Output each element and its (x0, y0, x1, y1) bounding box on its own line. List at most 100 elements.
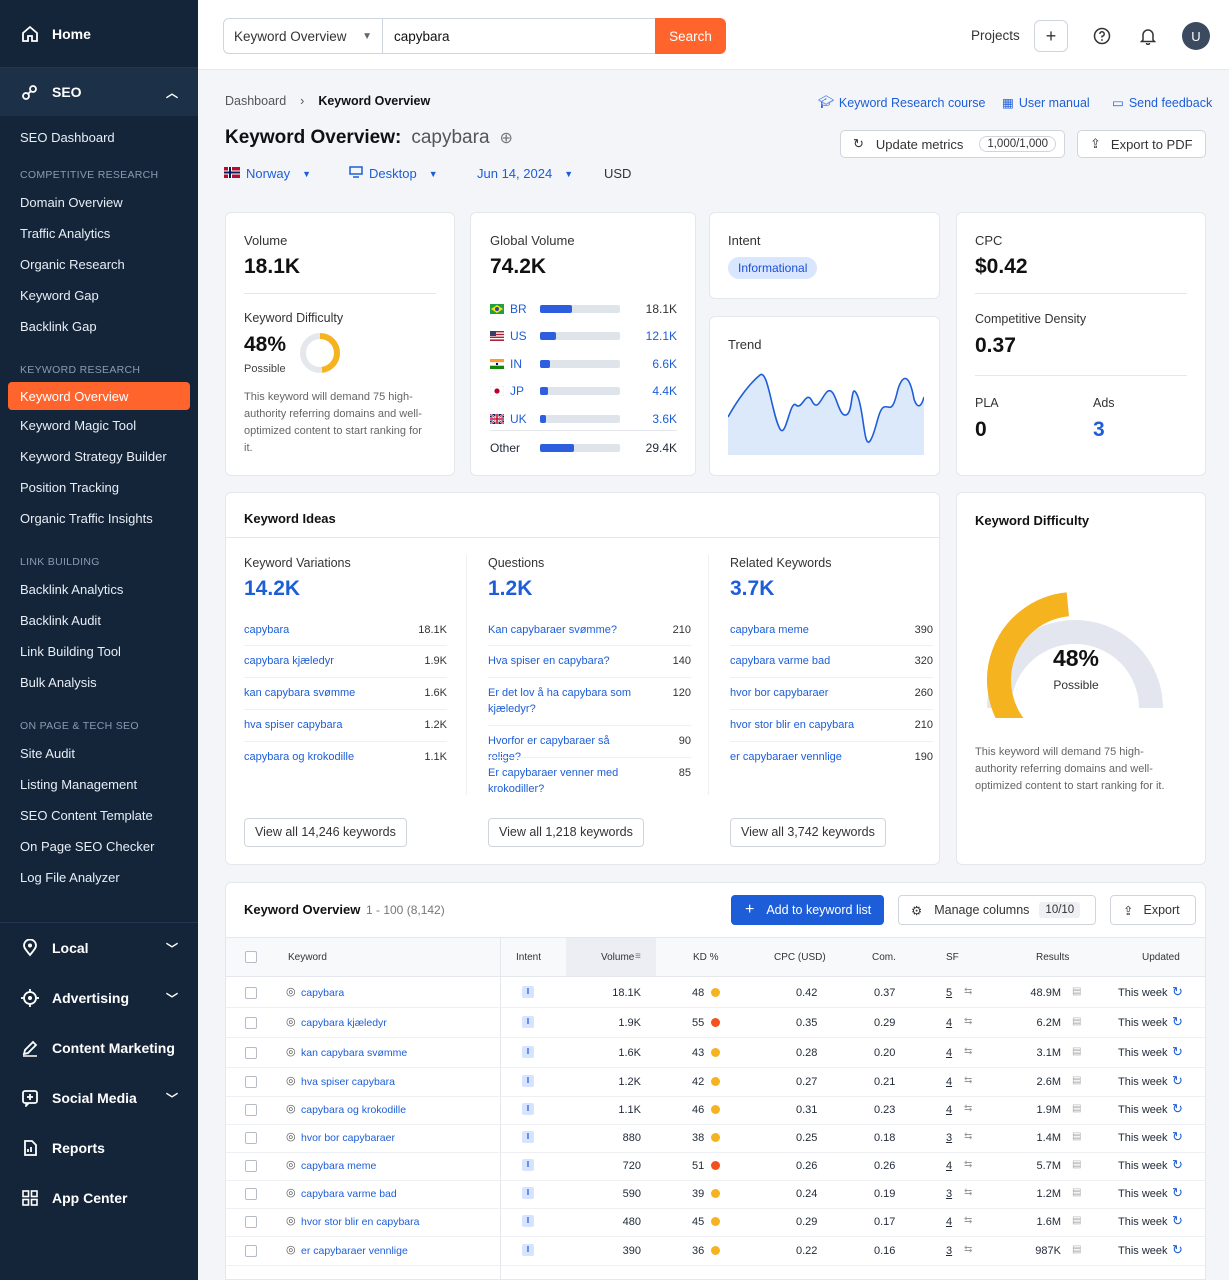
tool-select[interactable]: Keyword Overview ▼ (223, 18, 383, 54)
sidebar-main-local[interactable]: Local ﹀ (0, 923, 198, 973)
table-row[interactable]: ◎ hva spiser capybara I 1.2K 42 0.27 0.21 4 ⇆ 2.6… (226, 1067, 1205, 1097)
ideas-column-total[interactable]: 3.7K (730, 577, 775, 600)
sidebar-item-bulk-analysis[interactable]: Bulk Analysis (20, 675, 97, 690)
device-filter[interactable]: Desktop ▼ (349, 166, 438, 181)
country-volume-value[interactable]: 6.6K (652, 356, 677, 371)
add-to-keyword-list-button[interactable]: + Add to keyword list (731, 895, 884, 925)
row-checkbox[interactable] (245, 1245, 257, 1257)
row-checkbox[interactable] (245, 1104, 257, 1116)
bell-icon[interactable] (1138, 26, 1158, 46)
row-sf[interactable]: 3 (946, 1188, 953, 1200)
search-button[interactable]: Search (655, 18, 726, 54)
refresh-icon[interactable]: ↻ (1172, 1185, 1183, 1200)
sidebar-item-traffic-analytics[interactable]: Traffic Analytics (20, 226, 111, 241)
refresh-icon[interactable]: ↻ (1172, 1129, 1183, 1144)
sidebar-main-advertising[interactable]: Advertising ﹀ (0, 973, 198, 1023)
sort-icon[interactable]: ≡ (635, 951, 641, 962)
row-sf[interactable]: 4 (946, 1160, 953, 1172)
header-com[interactable]: Com. (872, 952, 896, 963)
view-all-button[interactable]: View all 14,246 keywords (244, 818, 407, 847)
ideas-row-keyword[interactable]: kan capybara svømme (244, 687, 356, 699)
table-row[interactable]: ◎ capybara I 18.1K 48 0.42 0.37 5 ⇆ 48.9M ▤ This we… (226, 978, 1205, 1008)
row-checkbox[interactable] (245, 1216, 257, 1228)
sidebar-item-organic-traffic-insights[interactable]: Organic Traffic Insights (20, 511, 153, 526)
manage-columns-button[interactable]: ⚙ Manage columns 10/10 (898, 895, 1096, 925)
ideas-row-keyword[interactable]: hvor bor capybaraer (730, 687, 829, 699)
add-project-button[interactable]: + (1034, 20, 1068, 52)
country-code[interactable]: UK (510, 411, 527, 426)
serp-snapshot-icon[interactable]: ▤ (1072, 986, 1082, 997)
refresh-icon[interactable]: ↻ (1172, 984, 1183, 999)
sidebar-item-log-file-analyzer[interactable]: Log File Analyzer (20, 870, 120, 885)
ideas-row-keyword[interactable]: Er det lov å ha capybara som kjæledyr? (488, 687, 632, 715)
header-keyword[interactable]: Keyword (288, 952, 327, 963)
ideas-row-keyword[interactable]: Kan capybaraer svømme? (488, 624, 617, 636)
table-row[interactable]: ◎ hvor stor blir en capybara I 480 45 0.29 0.1… (226, 1207, 1205, 1237)
update-metrics-button[interactable]: ↻ Update metrics 1,000/1,000 (840, 130, 1065, 158)
serp-snapshot-icon[interactable]: ▤ (1072, 1187, 1082, 1198)
sidebar-main-social-media[interactable]: Social Media ﹀ (0, 1073, 198, 1123)
header-updated[interactable]: Updated (1142, 952, 1180, 963)
ideas-row-keyword[interactable]: capybara (244, 624, 290, 636)
country-volume-value[interactable]: 18.1K (645, 301, 677, 316)
sidebar-item-keyword-overview[interactable]: Keyword Overview (8, 382, 190, 410)
row-keyword[interactable]: capybara kjæledyr (301, 1017, 387, 1029)
row-keyword[interactable]: capybara meme (301, 1160, 377, 1172)
sidebar-item-seo-dashboard[interactable]: SEO Dashboard (20, 130, 115, 145)
table-row[interactable]: ◎ hvor bor capybaraer I 880 38 0.25 0.18 3 ⇆ 1.4M… (226, 1123, 1205, 1153)
sidebar-item-link-building-tool[interactable]: Link Building Tool (20, 644, 121, 659)
row-keyword[interactable]: capybara og krokodille (301, 1104, 407, 1116)
ideas-row-keyword[interactable]: capybara og krokodille (244, 751, 355, 763)
serp-snapshot-icon[interactable]: ▤ (1072, 1131, 1082, 1142)
sidebar-item-organic-research[interactable]: Organic Research (20, 257, 125, 272)
sidebar-main-reports[interactable]: Reports (0, 1123, 198, 1173)
country-volume-value[interactable]: 4.4K (652, 384, 677, 399)
header-kd[interactable]: KD % (693, 952, 719, 963)
refresh-icon[interactable]: ↻ (1172, 1157, 1183, 1172)
avatar[interactable]: U (1182, 22, 1210, 50)
row-keyword[interactable]: hvor stor blir en capybara (301, 1216, 420, 1228)
sidebar-item-listing-management[interactable]: Listing Management (20, 777, 138, 792)
country-code[interactable]: IN (510, 356, 522, 371)
refresh-icon[interactable]: ↻ (1172, 1242, 1183, 1257)
country-code[interactable]: BR (510, 301, 527, 316)
sidebar-main-content-marketing[interactable]: Content Marketing (0, 1023, 198, 1073)
row-sf[interactable]: 5 (946, 987, 953, 999)
ideas-row-keyword[interactable]: Er capybaraer venner med krokodiller? (488, 767, 619, 795)
header-sf[interactable]: SF (946, 952, 959, 963)
country-filter[interactable]: Norway ▼ (224, 166, 311, 181)
sidebar-item-domain-overview[interactable]: Domain Overview (20, 195, 123, 210)
refresh-icon[interactable]: ↻ (1172, 1213, 1183, 1228)
country-volume-value[interactable]: 12.1K (645, 329, 677, 344)
header-volume[interactable]: Volume (601, 952, 635, 963)
select-all-checkbox[interactable] (245, 951, 257, 963)
serp-snapshot-icon[interactable]: ▤ (1072, 1244, 1082, 1255)
header-intent[interactable]: Intent (516, 952, 542, 963)
sidebar-item-seo-content-template[interactable]: SEO Content Template (20, 808, 153, 823)
course-link[interactable]: 🎓︎ Keyword Research course (818, 95, 985, 110)
add-circle-icon[interactable]: ⊕ (499, 130, 513, 147)
table-row[interactable]: ◎ er capybaraer vennlige I 390 36 0.22 0.16 3 ⇆ 9… (226, 1236, 1205, 1266)
ideas-row-keyword[interactable]: capybara varme bad (730, 655, 831, 667)
row-checkbox[interactable] (245, 987, 257, 999)
feedback-link[interactable]: ▭ Send feedback (1112, 95, 1212, 111)
ideas-column-total[interactable]: 14.2K (244, 577, 301, 600)
row-sf[interactable]: 4 (946, 1047, 953, 1059)
row-sf[interactable]: 4 (946, 1076, 953, 1088)
serp-snapshot-icon[interactable]: ▤ (1072, 1075, 1082, 1086)
view-all-button[interactable]: View all 3,742 keywords (730, 818, 886, 847)
help-icon[interactable] (1092, 26, 1112, 46)
table-row[interactable]: ◎ capybara meme I 720 51 0.26 0.26 4 ⇆ 5.7M ▤ This … (226, 1151, 1205, 1181)
row-checkbox[interactable] (245, 1188, 257, 1200)
row-checkbox[interactable] (245, 1132, 257, 1144)
sidebar-item-backlink-analytics[interactable]: Backlink Analytics (20, 582, 124, 597)
row-keyword[interactable]: hvor bor capybaraer (301, 1132, 395, 1144)
row-keyword[interactable]: er capybaraer vennlige (301, 1245, 408, 1257)
sidebar-main-app-center[interactable]: App Center (0, 1173, 198, 1223)
sidebar-item-backlink-gap[interactable]: Backlink Gap (20, 319, 97, 334)
refresh-icon[interactable]: ↻ (1172, 1073, 1183, 1088)
projects-link[interactable]: Projects (971, 28, 1020, 43)
refresh-icon[interactable]: ↻ (1172, 1014, 1183, 1029)
search-input[interactable]: capybara (382, 18, 656, 54)
serp-snapshot-icon[interactable]: ▤ (1072, 1016, 1082, 1027)
